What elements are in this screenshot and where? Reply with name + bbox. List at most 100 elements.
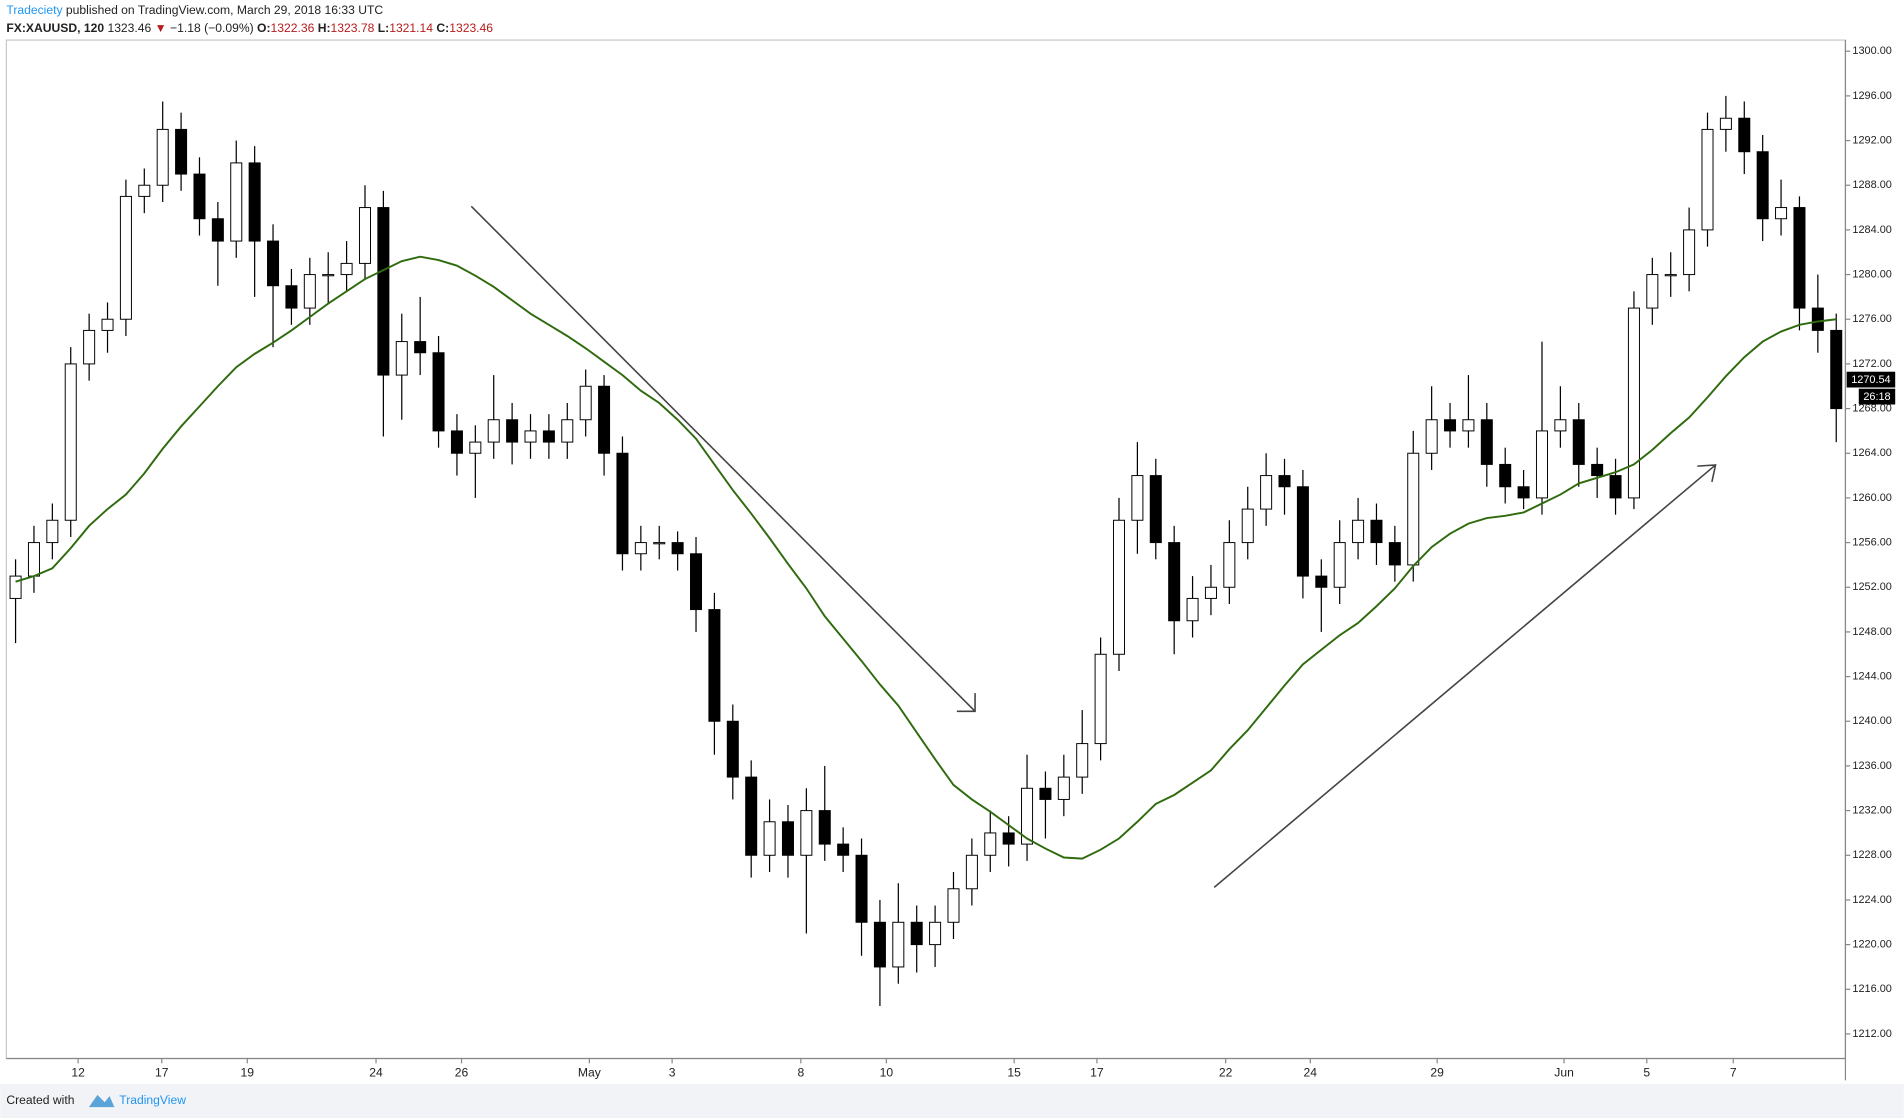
candle-body	[432, 352, 445, 432]
candle-body	[579, 385, 592, 421]
x-tick-label: 26	[455, 1065, 469, 1079]
candle-body	[800, 810, 813, 856]
y-tick-label: 1300.00	[1852, 45, 1891, 57]
candle-body	[138, 184, 151, 197]
candle-body	[340, 262, 353, 276]
candle-body	[414, 341, 427, 354]
candle-body	[1444, 419, 1457, 432]
candle-body	[561, 419, 574, 443]
candle-body	[745, 776, 758, 856]
candle-body	[1738, 117, 1751, 153]
candle-body	[653, 542, 666, 545]
x-tick-label: 24	[1304, 1065, 1318, 1079]
y-tick-label: 1260.00	[1852, 492, 1891, 504]
candle-body	[1002, 832, 1015, 845]
x-tick-label: May	[578, 1065, 602, 1079]
candle-body	[1535, 430, 1548, 499]
x-tick-label: 22	[1219, 1065, 1233, 1079]
candle-body	[64, 363, 77, 521]
y-tick-label: 1220.00	[1852, 939, 1891, 951]
candle-body	[1646, 274, 1659, 309]
header-line-1: Tradeciety published on TradingView.com,…	[6, 3, 383, 17]
candle-body	[984, 832, 997, 856]
candle-body	[726, 720, 739, 778]
candle-body	[1186, 597, 1199, 622]
candle-body	[524, 430, 537, 443]
y-tick-label: 1228.00	[1852, 849, 1891, 861]
publisher[interactable]: Tradeciety	[6, 3, 63, 17]
h-label: H:	[318, 21, 331, 35]
y-tick-label: 1244.00	[1852, 670, 1891, 682]
candle-body	[506, 419, 519, 443]
candle-body	[1168, 542, 1181, 622]
y-tick-label: 1288.00	[1852, 179, 1891, 191]
candle-body	[1572, 419, 1585, 465]
candle-body	[119, 195, 132, 320]
c-label: C:	[436, 21, 449, 35]
marks: 1212.00 1216.00 1220.00 1224.00 1228.00 1232.…	[9, 45, 1892, 1079]
candle-body	[1627, 307, 1640, 499]
candle-body	[1370, 519, 1383, 544]
y-tick-label: 1236.00	[1852, 760, 1891, 772]
c-value: 1323.46	[449, 21, 493, 35]
candle-body	[616, 452, 629, 555]
candle-body	[1480, 419, 1493, 465]
candle-body	[1683, 229, 1696, 276]
trend-arrow-up[interactable]	[1213, 464, 1717, 888]
footer-brand[interactable]: TradingView	[119, 1093, 186, 1107]
candle-body	[1076, 743, 1089, 778]
countdown-label: 26:18	[1863, 391, 1890, 403]
candle-body	[1112, 519, 1126, 655]
candle-body	[248, 162, 261, 242]
x-tick-label: 19	[241, 1065, 255, 1079]
candle-body	[469, 441, 482, 454]
candle-body	[690, 553, 703, 611]
candle-body	[1260, 475, 1273, 510]
candle-body	[1425, 419, 1438, 454]
change: −1.18 (−0.09%)	[170, 21, 254, 35]
direction: ▼	[155, 21, 167, 35]
x-tick-label: 15	[1007, 1065, 1021, 1079]
candle-body	[101, 318, 114, 331]
y-tick-label: 1256.00	[1852, 536, 1891, 548]
candle-body	[9, 575, 22, 599]
x-tick-label: 8	[797, 1065, 804, 1079]
candle-body	[193, 173, 206, 220]
candle-body	[892, 921, 905, 968]
o-label: O:	[257, 21, 270, 35]
x-tick-label: 5	[1643, 1065, 1650, 1079]
candle-body	[781, 821, 794, 856]
candle-body	[450, 430, 463, 454]
candle-body	[818, 810, 831, 845]
l-value: 1321.14	[389, 21, 433, 35]
candle-body	[1352, 519, 1365, 544]
header-line-2: FX:XAUUSD, 120 1323.46 ▼ −1.18 (−0.09%) …	[6, 21, 493, 35]
candle-body	[873, 921, 886, 968]
candle-body	[1719, 117, 1732, 130]
candle-body	[910, 921, 923, 946]
candle-body	[1407, 452, 1420, 566]
candle-body	[1296, 486, 1309, 577]
candle-body	[1204, 586, 1217, 599]
candle-body	[1021, 787, 1034, 845]
l-label: L:	[378, 21, 389, 35]
candle-body	[267, 240, 280, 287]
candle-body	[303, 274, 316, 309]
candle-body	[1333, 542, 1346, 588]
o-value: 1322.36	[271, 21, 315, 35]
candle-body	[83, 329, 96, 365]
trend-arrow-down[interactable]	[470, 205, 976, 712]
y-tick-label: 1240.00	[1852, 715, 1891, 727]
x-tick-label: 24	[369, 1065, 383, 1079]
candle-body	[27, 542, 40, 577]
candle-body	[1811, 307, 1824, 331]
candle-body	[1131, 475, 1144, 521]
published: published on TradingView.com, March 29, …	[66, 3, 383, 17]
candle-body	[1609, 475, 1622, 499]
arrow-head	[1697, 464, 1717, 483]
arrow-head	[956, 693, 976, 713]
y-tick-label: 1212.00	[1852, 1028, 1891, 1040]
candle-body	[1094, 653, 1107, 745]
